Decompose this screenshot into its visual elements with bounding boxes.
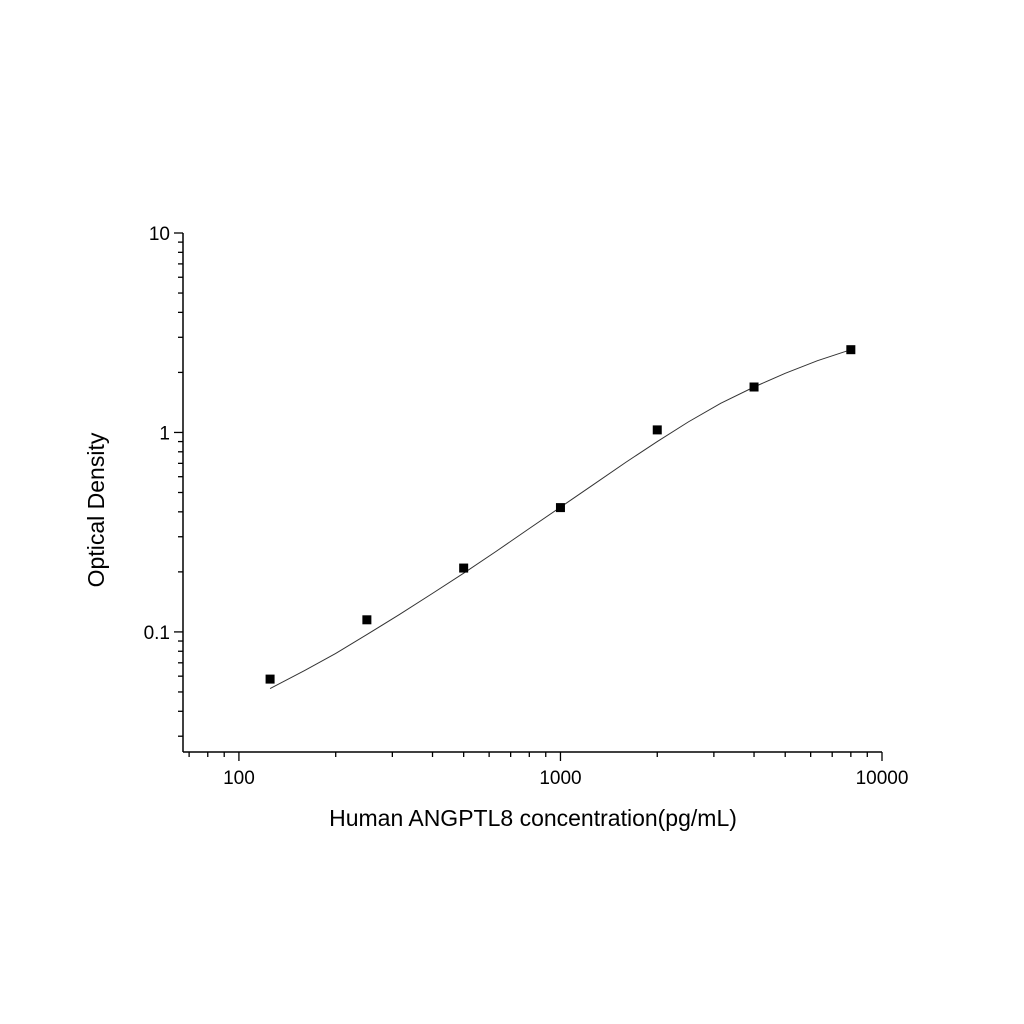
data-point <box>652 425 662 435</box>
x-tick-label: 10000 <box>856 768 909 789</box>
plot-area: 100 1000 10000 0.1 1 10 <box>144 224 909 789</box>
data-points <box>265 345 856 684</box>
fit-curve <box>269 349 851 690</box>
x-tick-label: 1000 <box>539 768 581 789</box>
data-point <box>459 563 469 573</box>
y-tick-label: 10 <box>149 224 170 245</box>
data-point <box>362 615 372 625</box>
data-point <box>555 503 565 513</box>
y-tick-label: 0.1 <box>144 623 170 644</box>
data-point <box>846 345 856 355</box>
x-tick-label: 100 <box>223 768 255 789</box>
x-axis-title: Human ANGPTL8 concentration(pg/mL) <box>329 805 737 831</box>
data-point <box>265 674 275 684</box>
data-point <box>749 382 759 392</box>
y-tick-label: 1 <box>159 423 170 444</box>
y-axis-ticks: 0.1 1 10 <box>144 224 183 737</box>
y-axis-title: Optical Density <box>83 432 109 587</box>
x-axis-ticks: 100 1000 10000 <box>188 752 909 789</box>
